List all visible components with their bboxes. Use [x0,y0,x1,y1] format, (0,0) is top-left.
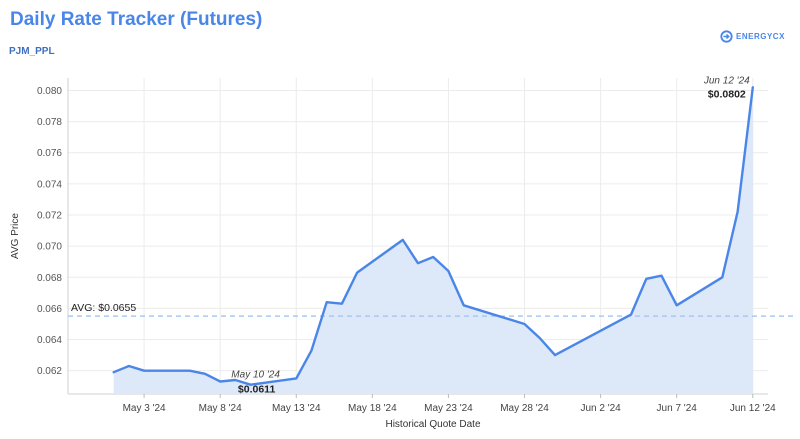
brand-logo[interactable]: ENERGYCX [720,29,785,43]
x-tick-label: May 8 '24 [199,403,242,414]
y-tick-label: 0.078 [37,117,62,128]
price-point [523,323,526,326]
x-axis-title: Historical Quote Date [385,419,480,430]
price-point [432,256,435,259]
average-label: AVG: $0.0655 [71,302,136,314]
y-tick-label: 0.066 [37,304,62,315]
y-tick-label: 0.080 [37,86,62,97]
price-point [554,354,557,357]
price-point [736,210,739,213]
x-tick-label: Jun 12 '24 [730,403,776,414]
x-tick-label: May 28 '24 [500,403,549,414]
price-point [112,371,115,374]
x-tick-label: May 23 '24 [424,403,473,414]
price-point [341,302,344,305]
x-axis-ticks: May 3 '24 May 8 '24 May 13 '24 May 18 '24 Ma… [123,394,776,414]
max-annotation-value: $0.0802 [708,88,746,100]
y-axis-title: AVG Price [10,213,21,259]
price-point [143,369,146,372]
price-area [113,87,753,395]
price-point [660,274,663,277]
y-tick-label: 0.064 [37,335,62,346]
price-point [204,372,207,375]
min-annotation-value: $0.0611 [238,384,276,396]
price-point [645,277,648,280]
x-tick-label: May 13 '24 [272,403,321,414]
price-point [325,301,328,304]
price-point [310,349,313,352]
energycx-logo-icon [720,29,733,43]
market-label: PJM_PPL [9,46,55,57]
price-point [219,380,222,383]
price-point [751,86,754,89]
price-point [356,271,359,274]
y-tick-label: 0.070 [37,242,62,253]
y-tick-label: 0.072 [37,210,62,221]
price-point [417,262,420,265]
y-axis-ticks: 0.062 0.064 0.066 0.068 0.070 0.072 0.074 0.076… [37,86,62,377]
price-point [630,313,633,316]
y-tick-label: 0.068 [37,273,62,284]
x-tick-label: May 18 '24 [348,403,397,414]
price-point [462,304,465,307]
max-annotation-date: Jun 12 '24 [703,75,750,86]
page-title: Daily Rate Tracker (Futures) [10,9,263,30]
price-line [112,86,754,386]
x-tick-label: May 3 '24 [123,403,166,414]
min-annotation-date: May 10 '24 [231,370,280,381]
y-tick-label: 0.076 [37,148,62,159]
x-tick-label: Jun 2 '24 [580,403,621,414]
price-point [295,377,298,380]
price-point [401,238,404,241]
price-point [721,276,724,279]
brand-name: ENERGYCX [736,31,785,41]
y-tick-label: 0.074 [37,179,62,190]
x-tick-label: Jun 7 '24 [657,403,698,414]
price-point [127,365,130,368]
price-point [447,270,450,273]
y-tick-label: 0.062 [37,366,62,377]
price-point [188,369,191,372]
price-point [538,337,541,340]
price-point [675,304,678,307]
